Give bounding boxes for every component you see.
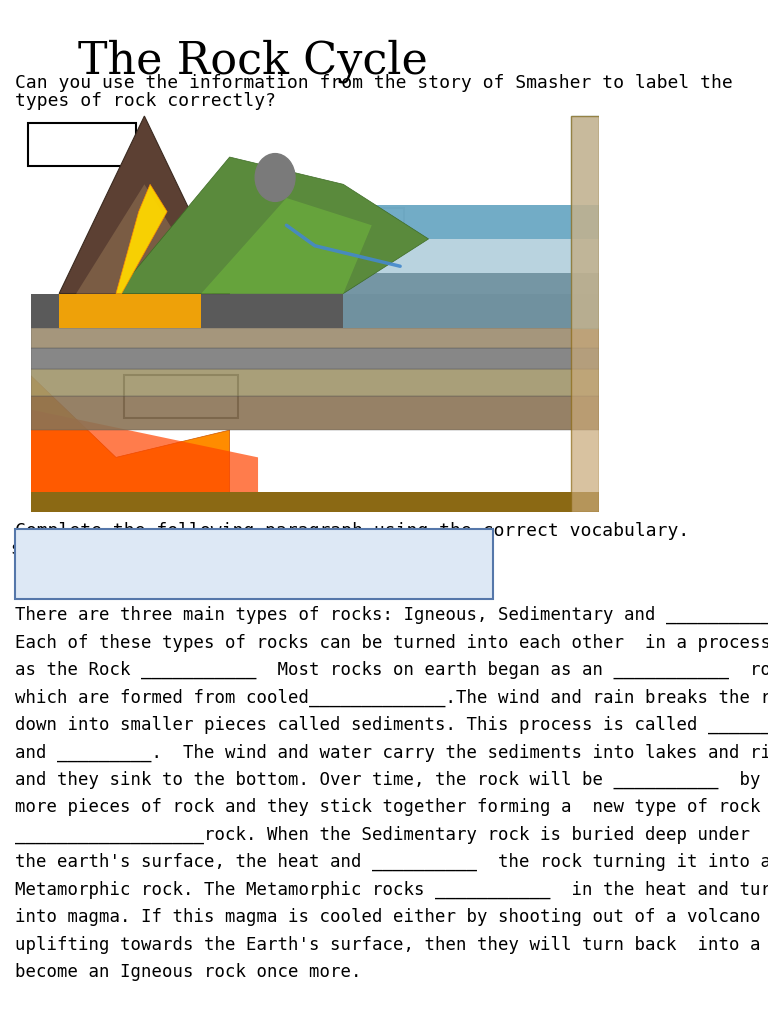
Text: which are formed from cooled_____________.The wind and rain breaks the rock: which are formed from cooled____________… [15,688,768,707]
Text: Igneous: Igneous [142,540,212,558]
Text: and _________.  The wind and water carry the sediments into lakes and rivers,: and _________. The wind and water carry … [15,743,768,762]
Polygon shape [31,492,599,512]
Polygon shape [31,294,599,328]
Polygon shape [59,294,201,328]
Polygon shape [116,157,429,294]
Text: Metamorphic rock. The Metamorphic rocks ___________  in the heat and turn: Metamorphic rock. The Metamorphic rocks … [15,881,768,899]
Text: erosion: erosion [364,540,434,558]
Text: Can you use the information from the story of Smasher to label the: Can you use the information from the sto… [15,74,733,92]
Text: types of rock correctly?: types of rock correctly? [15,92,276,111]
Polygon shape [571,116,599,328]
Text: The Rock Cycle: The Rock Cycle [78,39,428,83]
Bar [15,529,493,599]
Polygon shape [31,369,599,396]
Text: __________________rock. When the Sedimentary rock is buried deep under: __________________rock. When the Sedimen… [15,825,750,844]
Bar [28,123,137,166]
Text: and they sink to the bottom. Over time, the rock will be __________  by many: and they sink to the bottom. Over time, … [15,771,768,790]
Polygon shape [201,198,372,294]
Polygon shape [59,116,230,294]
Text: more pieces of rock and they stick together forming a  new type of rock called: more pieces of rock and they stick toget… [15,799,768,816]
Text: the earth's surface, the heat and __________  the rock turning it into a: the earth's surface, the heat and ______… [15,853,768,871]
Text: solid: solid [11,540,61,558]
Text: Cycle: Cycle [389,567,439,586]
Bar [124,375,237,418]
Text: Complete the following paragraph using the correct vocabulary.: Complete the following paragraph using t… [15,522,690,541]
Polygon shape [571,116,599,512]
Polygon shape [116,184,167,294]
Polygon shape [31,396,599,430]
Text: pressure: pressure [213,567,293,586]
Bar [290,208,404,251]
Polygon shape [31,376,230,512]
Text: as the Rock ___________  Most rocks on earth began as an ___________  rock: as the Rock ___________ Most rocks on ea… [15,662,768,679]
Polygon shape [31,348,599,369]
Text: down into smaller pieces called sediments. This process is called ___________: down into smaller pieces called sediment… [15,716,768,734]
Polygon shape [31,328,599,348]
Text: weathering: weathering [283,567,383,586]
Polygon shape [343,273,599,328]
Text: become an Igneous rock once more.: become an Igneous rock once more. [15,963,362,981]
Text: buried: buried [35,567,96,586]
Text: Sedimentary: Sedimentary [97,567,207,586]
Text: melt: melt [233,540,273,558]
Polygon shape [343,205,599,328]
Circle shape [255,154,295,202]
Polygon shape [76,184,213,294]
Text: magma: magma [293,540,343,558]
Text: Each of these types of rocks can be turned into each other  in a process known: Each of these types of rocks can be turn… [15,634,768,651]
Text: uplifting towards the Earth's surface, then they will turn back  into a rock and: uplifting towards the Earth's surface, t… [15,936,768,953]
Text: There are three main types of rocks: Igneous, Sedimentary and _____________.: There are three main types of rocks: Ign… [15,606,768,625]
Polygon shape [31,410,258,512]
Polygon shape [343,205,599,239]
Text: Metamorphic: Metamorphic [41,540,151,558]
Text: into magma. If this magma is cooled either by shooting out of a volcano or: into magma. If this magma is cooled eith… [15,908,768,926]
